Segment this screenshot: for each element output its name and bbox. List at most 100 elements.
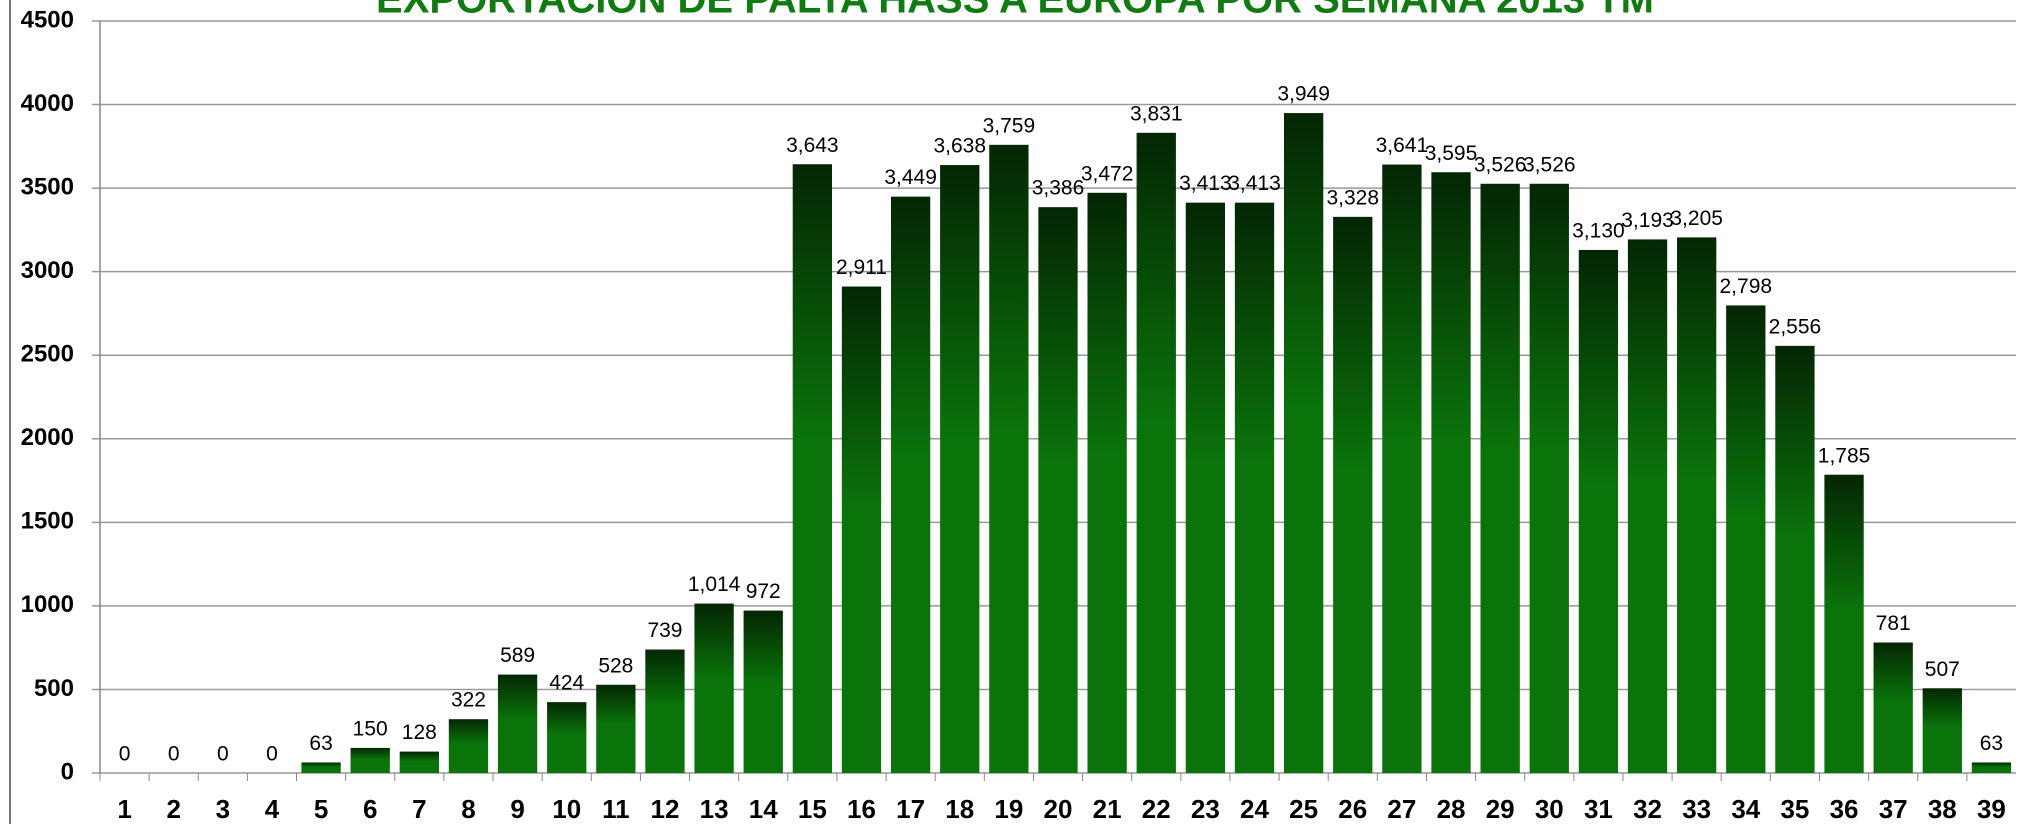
x-tick-label: 10 <box>552 794 581 824</box>
bar <box>1382 164 1422 773</box>
value-label: 0 <box>217 743 229 766</box>
y-tick-label: 1500 <box>21 508 74 535</box>
bar <box>1578 249 1619 774</box>
x-tick-label: 38 <box>1928 794 1957 824</box>
bar <box>1136 132 1176 773</box>
bar <box>743 610 783 773</box>
bar <box>448 719 489 773</box>
x-tick-label: 15 <box>798 794 827 824</box>
bar <box>1726 305 1766 773</box>
x-tick-label: 5 <box>314 794 328 824</box>
y-tick-label: 0 <box>61 758 74 785</box>
bar <box>547 702 587 773</box>
value-label: 0 <box>266 743 278 766</box>
x-tick-label: 32 <box>1633 794 1662 824</box>
x-tick-label: 35 <box>1780 794 1809 824</box>
y-tick-label: 3500 <box>21 173 74 200</box>
value-label: 3,449 <box>884 166 937 189</box>
bar <box>989 144 1029 773</box>
bar <box>1333 216 1373 773</box>
bar <box>497 674 538 773</box>
value-label: 3,205 <box>1670 207 1723 230</box>
value-label: 507 <box>1925 658 1960 681</box>
y-tick-label: 3000 <box>21 257 74 284</box>
x-tick-label: 3 <box>216 794 230 824</box>
chart-title: EXPORTACIÓN DE PALTA HASS A EUROPA POR S… <box>376 0 1654 22</box>
x-tick-label: 13 <box>700 794 729 824</box>
bar <box>1922 688 1962 773</box>
value-label: 3,831 <box>1130 102 1183 125</box>
bar <box>1627 239 1668 774</box>
value-label: 3,638 <box>933 135 986 158</box>
bar <box>1087 192 1127 773</box>
value-label: 63 <box>1980 732 2003 755</box>
bar <box>1677 237 1717 774</box>
bar <box>1234 202 1275 773</box>
x-tick-label: 25 <box>1289 794 1318 824</box>
x-tick-label: 26 <box>1338 794 1367 824</box>
x-tick-label: 36 <box>1830 794 1859 824</box>
value-label: 1,014 <box>688 573 741 596</box>
value-label: 3,949 <box>1277 83 1330 106</box>
x-tick-label: 21 <box>1093 794 1122 824</box>
bar <box>1873 642 1913 773</box>
value-label: 3,130 <box>1572 219 1625 242</box>
x-tick-label: 27 <box>1387 794 1416 824</box>
bar <box>1824 474 1864 773</box>
value-label: 739 <box>647 619 682 642</box>
y-tick-label: 2500 <box>21 341 74 368</box>
value-label: 3,526 <box>1523 153 1576 176</box>
y-tick-label: 2000 <box>21 424 74 451</box>
x-tick-label: 20 <box>1044 794 1073 824</box>
x-tick-label: 17 <box>896 794 925 824</box>
x-tick-label: 6 <box>363 794 377 824</box>
bar <box>1283 113 1324 773</box>
bar <box>1185 202 1226 773</box>
x-tick-label: 29 <box>1486 794 1515 824</box>
y-tick-label: 500 <box>34 675 74 702</box>
x-tick-label: 28 <box>1437 794 1466 824</box>
x-tick-label: 22 <box>1142 794 1171 824</box>
bar <box>1529 183 1569 773</box>
x-tick-label: 33 <box>1682 794 1711 824</box>
value-label: 3,643 <box>786 134 839 157</box>
value-label: 781 <box>1876 612 1911 635</box>
bar <box>1431 172 1471 774</box>
value-label: 3,386 <box>1032 177 1085 200</box>
value-label: 3,328 <box>1326 186 1379 209</box>
y-tick-label: 4000 <box>21 90 74 117</box>
x-tick-label: 30 <box>1535 794 1564 824</box>
x-tick-label: 12 <box>651 794 680 824</box>
bar <box>399 751 439 773</box>
value-label: 0 <box>119 743 131 766</box>
bar <box>890 196 931 773</box>
x-tick-label: 37 <box>1879 794 1908 824</box>
x-tick-label: 4 <box>265 794 280 824</box>
x-tick-label: 23 <box>1191 794 1220 824</box>
bar <box>645 649 685 773</box>
value-label: 128 <box>402 721 437 744</box>
value-label: 528 <box>598 654 633 677</box>
x-tick-label: 16 <box>847 794 876 824</box>
value-label: 3,526 <box>1474 153 1527 176</box>
bar <box>792 164 833 773</box>
bar <box>694 603 734 773</box>
x-tick-label: 9 <box>510 794 524 824</box>
x-tick-label: 31 <box>1584 794 1613 824</box>
bar <box>841 286 882 773</box>
value-label: 3,472 <box>1081 162 1134 185</box>
value-label: 322 <box>451 689 486 712</box>
value-label: 2,556 <box>1769 315 1822 338</box>
x-tick-label: 2 <box>166 794 180 824</box>
x-tick-label: 1 <box>117 794 131 824</box>
value-label: 3,641 <box>1376 134 1429 157</box>
bar <box>940 165 980 773</box>
y-tick-label: 4500 <box>21 6 74 33</box>
value-label: 2,798 <box>1720 275 1773 298</box>
value-label: 424 <box>549 672 584 695</box>
value-label: 972 <box>746 580 781 603</box>
x-tick-label: 24 <box>1240 794 1269 824</box>
value-label: 3,193 <box>1621 209 1674 232</box>
value-label: 1,785 <box>1818 444 1871 467</box>
